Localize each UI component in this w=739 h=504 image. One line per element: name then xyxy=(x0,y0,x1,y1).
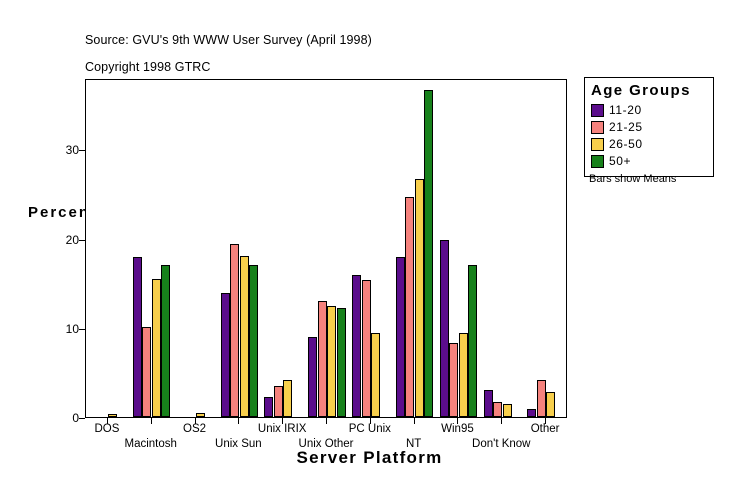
bar xyxy=(273,385,283,417)
x-axis-tick-mark xyxy=(413,418,415,424)
bar xyxy=(458,333,468,417)
legend-note: Bars show Means xyxy=(589,173,677,185)
bar xyxy=(264,397,274,417)
legend-item: 26-50 xyxy=(591,136,707,152)
bar xyxy=(336,308,346,417)
bar xyxy=(502,403,512,417)
bar xyxy=(161,265,171,417)
x-axis-tick-mark xyxy=(238,418,240,424)
plot-area xyxy=(86,80,566,417)
y-axis-tick-mark xyxy=(79,418,85,419)
bar xyxy=(527,408,537,417)
bar xyxy=(483,390,493,417)
bar xyxy=(424,89,434,417)
bar xyxy=(327,306,337,417)
legend-item-label: 50+ xyxy=(609,154,632,168)
bar xyxy=(414,178,424,417)
bar xyxy=(405,196,415,417)
y-axis-tick-label: 0 xyxy=(72,411,79,425)
x-axis-tick-mark xyxy=(194,418,196,424)
bar xyxy=(308,336,318,417)
legend-item: 11-20 xyxy=(591,102,707,118)
legend-swatch xyxy=(591,120,604,134)
x-axis-tick-label: Macintosh xyxy=(124,438,177,450)
source-note: Source: GVU's 9th WWW User Survey (April… xyxy=(85,33,372,47)
x-axis-tick-mark xyxy=(369,418,371,424)
x-axis-tick-mark xyxy=(150,418,152,424)
x-axis-tick-mark xyxy=(545,418,547,424)
legend-item: 21-25 xyxy=(591,119,707,135)
bar xyxy=(493,401,503,417)
x-axis-tick-mark xyxy=(282,418,284,424)
x-axis-tick-label: OS2 xyxy=(183,423,207,435)
legend-items: 11-20 21-25 26-50 50+ xyxy=(591,102,707,169)
legend-item-label: 21-25 xyxy=(609,120,643,134)
legend-swatch xyxy=(591,154,604,168)
legend-item-label: 26-50 xyxy=(609,137,643,151)
legend-title: Age Groups xyxy=(591,82,691,99)
x-axis-tick-label: Don't Know xyxy=(472,438,531,450)
x-axis-tick-label: Other xyxy=(530,423,560,435)
y-axis-tick-label: 20 xyxy=(65,232,79,247)
plot-frame xyxy=(85,79,567,418)
x-axis-tick-mark xyxy=(501,418,503,424)
legend-item: 50+ xyxy=(591,153,707,169)
bar xyxy=(371,333,381,417)
bar xyxy=(546,392,556,417)
x-axis-tick-label: Unix IRIX xyxy=(257,423,307,435)
legend-swatch xyxy=(591,103,604,117)
x-axis-tick-mark xyxy=(326,418,327,424)
y-axis-tick-label: 10 xyxy=(65,321,79,336)
x-axis-tick-label: Unix Sun xyxy=(215,438,262,450)
bar xyxy=(439,240,449,417)
bar xyxy=(395,257,405,417)
copyright-note: Copyright 1998 GTRC xyxy=(85,60,211,74)
y-axis-tick-mark xyxy=(79,328,85,330)
x-axis-tick-label: Unix Other xyxy=(298,438,354,450)
bar xyxy=(132,257,142,417)
x-axis-tick-mark xyxy=(457,418,459,424)
x-axis-tick-label: NT xyxy=(405,438,422,450)
bar xyxy=(220,293,230,417)
bar xyxy=(108,414,118,417)
x-axis-tick-label: PC Unix xyxy=(348,423,391,435)
bar xyxy=(151,278,161,417)
bar xyxy=(230,243,240,417)
x-axis-tick-label: Win95 xyxy=(441,423,474,435)
bar xyxy=(352,275,362,417)
legend-swatch xyxy=(591,137,604,151)
bar xyxy=(249,265,259,417)
bar xyxy=(142,326,152,417)
bar xyxy=(239,256,249,417)
x-axis-title: Server Platform xyxy=(296,448,443,467)
bar xyxy=(283,379,293,417)
bar xyxy=(449,342,459,417)
bar xyxy=(536,380,546,417)
x-axis-tick-mark xyxy=(106,418,108,424)
y-axis-tick-label: 30 xyxy=(65,143,79,158)
bar xyxy=(468,265,478,417)
x-axis-tick-label: DOS xyxy=(94,423,120,435)
bar xyxy=(361,279,371,417)
bar xyxy=(195,413,205,417)
legend-item-label: 11-20 xyxy=(609,103,642,117)
y-axis-tick-labels: 0 10 20 30 xyxy=(33,0,79,504)
y-axis-tick-mark xyxy=(79,150,85,152)
legend: Age Groups 11-20 21-25 26-50 50+ xyxy=(584,77,714,177)
bar xyxy=(317,301,327,417)
y-axis-tick-mark xyxy=(79,239,85,241)
